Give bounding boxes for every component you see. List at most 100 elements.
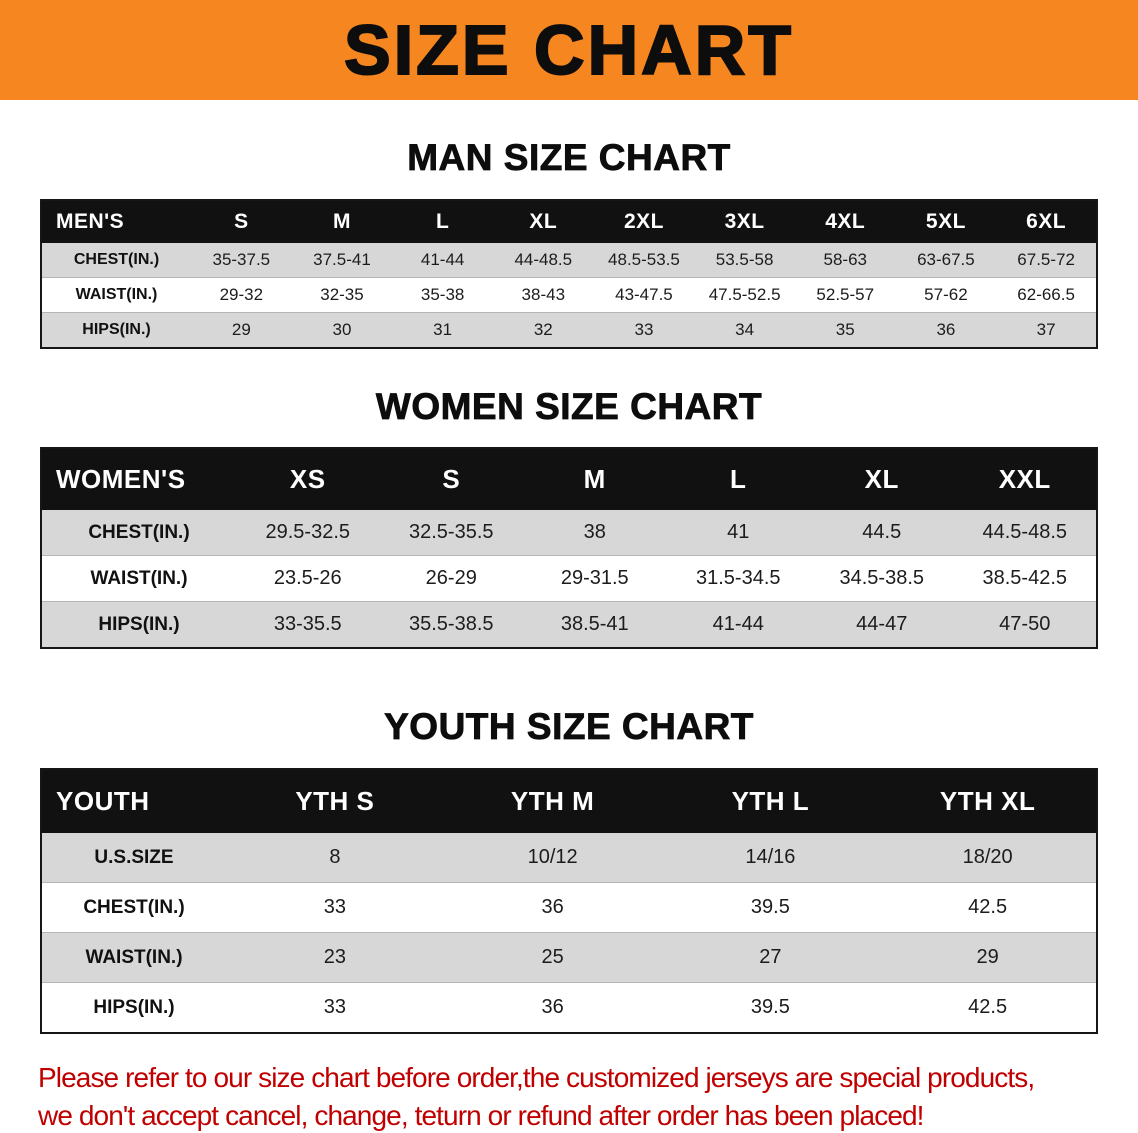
table-cell: 44-48.5 <box>514 249 573 269</box>
size-column-header: 4XL <box>794 199 896 243</box>
table-cell: 10/12 <box>527 846 578 869</box>
size-column-header: 2XL <box>593 199 695 243</box>
table-cell: 35-38 <box>420 284 465 304</box>
size-column-header: M <box>291 199 393 243</box>
table-cell: 29-32 <box>219 284 264 304</box>
size-column-header: XS <box>236 448 380 511</box>
table-cell: 34.5-38.5 <box>839 567 924 590</box>
table-cell: 34 <box>735 319 755 339</box>
size-column-header: YTH L <box>661 769 880 834</box>
table-cell: 62-66.5 <box>1017 284 1075 304</box>
row-label: HIPS(IN.) <box>93 996 175 1018</box>
table-cell: 27 <box>759 946 782 969</box>
men-size-table: MEN'S S M L XL 2XL 3XL 4XL 5XL 6XL CHEST(IN.) 35-37… <box>40 198 1098 349</box>
table-cell: 67.5-72 <box>1017 249 1075 269</box>
table-cell: 8 <box>329 846 341 869</box>
table-cell: 25 <box>541 946 564 969</box>
size-section-youth: YOUTH SIZE CHART YOUTH YTH S YTH M YTH L YTH … <box>0 706 1138 1035</box>
row-label: CHEST(IN.) <box>88 521 190 543</box>
table-row: WAIST(IN.) 23.5-26 26-29 29-31.5 31.5-34.5 34… <box>41 556 1097 602</box>
table-cell: 42.5 <box>968 896 1008 919</box>
table-cell: 29 <box>231 319 251 339</box>
table-row: WAIST(IN.) 29-32 32-35 35-38 38-43 43-47.5 47.… <box>41 277 1097 313</box>
table-header-row: YOUTH YTH S YTH M YTH L YTH XL <box>41 769 1097 834</box>
men-table-title: MEN'S <box>41 199 191 243</box>
size-column-header: XL <box>492 199 594 243</box>
table-cell: 29.5-32.5 <box>265 521 350 544</box>
size-column-header: XL <box>810 448 954 511</box>
table-cell: 31 <box>433 319 453 339</box>
table-cell: 41 <box>727 521 750 544</box>
table-row: HIPS(IN.) 29 30 31 32 33 34 35 36 37 <box>41 312 1097 348</box>
table-cell: 18/20 <box>962 846 1013 869</box>
size-column-header: 3XL <box>694 199 795 243</box>
size-column-header: M <box>523 448 667 511</box>
women-size-table: WOMEN'S XS S M L XL XXL CHEST(IN.) 29.5-32.5 32.5… <box>40 447 1098 650</box>
table-cell: 38 <box>583 521 606 544</box>
table-cell: 63-67.5 <box>917 249 975 269</box>
table-cell: 44.5 <box>862 521 902 544</box>
disclaimer-line-2: we don't accept cancel, change, teturn o… <box>38 1100 924 1132</box>
size-column-header: 6XL <box>996 199 1097 243</box>
table-cell: 36 <box>541 896 564 919</box>
table-cell: 29 <box>976 946 999 969</box>
table-cell: 32-35 <box>320 284 364 304</box>
table-row: CHEST(IN.) 33 36 39.5 42.5 <box>41 883 1097 933</box>
table-cell: 38.5-41 <box>560 613 629 636</box>
table-cell: 33 <box>323 996 346 1019</box>
section-heading-women: WOMEN SIZE CHART <box>375 385 763 427</box>
size-column-header: YTH XL <box>879 769 1097 834</box>
table-cell: 57-62 <box>924 284 968 304</box>
table-cell: 53.5-58 <box>715 249 774 269</box>
table-cell: 33 <box>323 896 346 919</box>
table-cell: 42.5 <box>968 996 1008 1019</box>
size-column-header: S <box>191 199 292 243</box>
table-cell: 43-47.5 <box>615 284 673 304</box>
youth-table-title: YOUTH <box>41 769 226 834</box>
table-cell: 36 <box>936 319 956 339</box>
row-label: WAIST(IN.) <box>75 285 158 303</box>
table-row: U.S.SIZE 8 10/12 14/16 18/20 <box>41 833 1097 883</box>
table-row: CHEST(IN.) 35-37.5 37.5-41 41-44 44-48.5 48.5… <box>41 242 1097 278</box>
size-section-women: WOMEN SIZE CHART WOMEN'S XS S M L XL XXL CHEST(I… <box>0 385 1138 650</box>
table-row: HIPS(IN.) 33 36 39.5 42.5 <box>41 983 1097 1034</box>
disclaimer: Please refer to our size chart before or… <box>38 1060 1100 1133</box>
table-cell: 26-29 <box>425 567 477 590</box>
table-cell: 33 <box>634 319 654 339</box>
table-cell: 37.5-41 <box>313 249 371 269</box>
table-cell: 52.5-57 <box>816 284 875 304</box>
size-chart-banner: SIZE CHART <box>0 0 1138 100</box>
size-section-men: MAN SIZE CHART MEN'S S M L XL 2XL 3XL 4XL 5XL 6XL C… <box>0 137 1138 349</box>
disclaimer-line-1: Please refer to our size chart before or… <box>38 1062 1035 1094</box>
women-table-title: WOMEN'S <box>41 448 236 511</box>
table-cell: 39.5 <box>750 896 790 919</box>
table-row: HIPS(IN.) 33-35.5 35.5-38.5 38.5-41 41-44 44-… <box>41 601 1097 649</box>
size-chart-sections: MAN SIZE CHART MEN'S S M L XL 2XL 3XL 4XL 5XL 6XL C… <box>0 137 1138 1035</box>
row-label: HIPS(IN.) <box>98 613 180 635</box>
section-heading-youth: YOUTH SIZE CHART <box>384 706 754 748</box>
table-cell: 44-47 <box>856 613 908 636</box>
table-cell: 35-37.5 <box>212 249 271 269</box>
table-header-row: MEN'S S M L XL 2XL 3XL 4XL 5XL 6XL <box>41 199 1097 243</box>
table-cell: 23 <box>323 946 346 969</box>
size-column-header: YTH M <box>443 769 662 834</box>
table-cell: 39.5 <box>750 996 790 1019</box>
table-cell: 38-43 <box>521 284 566 304</box>
table-cell: 58-63 <box>823 249 867 269</box>
size-column-header: L <box>392 199 493 243</box>
table-cell: 30 <box>332 319 352 339</box>
section-heading-men: MAN SIZE CHART <box>407 137 731 178</box>
table-cell: 33-35.5 <box>273 613 342 636</box>
table-cell: 32.5-35.5 <box>408 521 494 544</box>
table-cell: 35.5-38.5 <box>408 613 494 636</box>
table-cell: 35 <box>835 319 855 339</box>
table-cell: 23.5-26 <box>273 567 342 590</box>
table-cell: 41-44 <box>420 249 465 269</box>
row-label: WAIST(IN.) <box>85 946 183 968</box>
table-cell: 38.5-42.5 <box>982 567 1067 590</box>
row-label: HIPS(IN.) <box>82 320 151 338</box>
table-cell: 14/16 <box>745 846 796 869</box>
size-column-header: YTH S <box>226 769 444 834</box>
page-title: SIZE CHART <box>343 11 794 89</box>
table-cell: 31.5-34.5 <box>695 567 781 590</box>
